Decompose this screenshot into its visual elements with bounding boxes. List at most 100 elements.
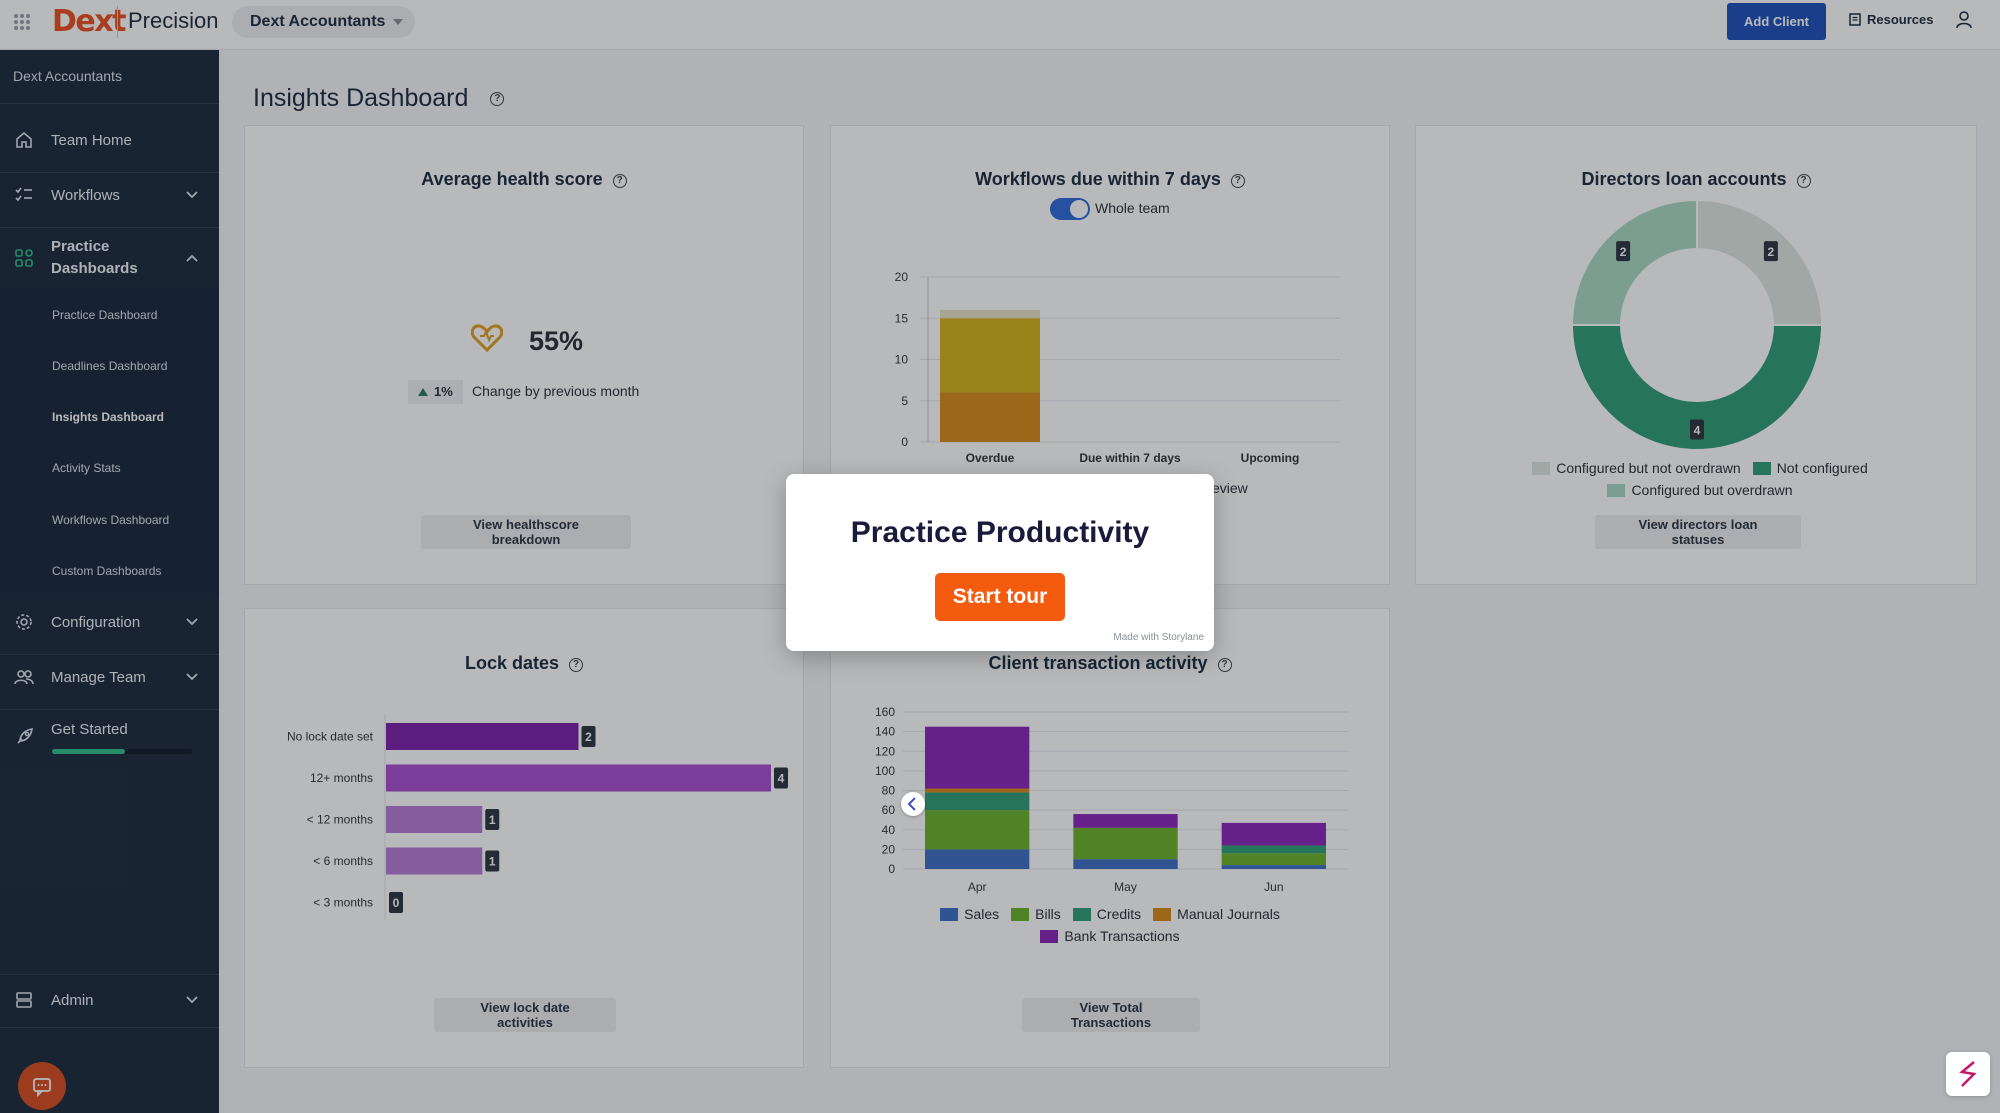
legend-swatch — [1072, 907, 1091, 921]
slice-label-bg — [1690, 419, 1704, 440]
sidebar-item-get-started[interactable]: Get Started — [0, 715, 219, 755]
sidebar-item-practice-dashboards[interactable]: Practice Dashboards — [0, 228, 219, 288]
bar-segment — [925, 849, 1030, 869]
legend-swatch — [1752, 461, 1771, 475]
bar-segment — [940, 392, 1040, 442]
sidebar-divider — [0, 103, 219, 104]
help-icon[interactable]: ? — [1230, 174, 1245, 188]
bar-segment — [925, 810, 1030, 850]
storylane-badge[interactable] — [1946, 1052, 1990, 1096]
whole-team-toggle-label: Whole team — [1095, 200, 1170, 216]
sidebar-subitem-workflows-dashboard[interactable]: Workflows Dashboard — [52, 513, 170, 527]
bar-segment — [940, 318, 1040, 393]
chat-icon — [33, 1078, 51, 1098]
partial-button-text: eview — [1212, 480, 1248, 496]
help-icon[interactable]: ? — [1796, 174, 1811, 188]
client-selector[interactable]: Dext Accountants — [232, 6, 416, 38]
slice-label-bg — [1616, 241, 1631, 262]
health-change-value: 1% — [434, 384, 453, 399]
sidebar-item-label: Configuration — [51, 613, 141, 631]
whole-team-toggle[interactable] — [1050, 198, 1090, 220]
view-lock-date-activities-button[interactable]: View lock date activities — [434, 998, 616, 1032]
slice-value-label: 2 — [1620, 245, 1627, 259]
bar-segment — [925, 788, 1030, 793]
y-tick-label: 20 — [895, 270, 909, 284]
legend-item: Credits — [1072, 906, 1141, 922]
bar-segment — [1221, 865, 1326, 869]
sidebar: Dext Accountants Team Home Workflows Pra… — [0, 50, 219, 1113]
legend-item: Manual Journals — [1153, 906, 1280, 922]
sidebar-item-label: Admin — [51, 991, 94, 1009]
legend-label: Bills — [1035, 906, 1061, 922]
sidebar-divider — [0, 654, 219, 655]
sidebar-divider — [0, 172, 219, 173]
legend-label: Configured but overdrawn — [1631, 482, 1793, 498]
bar — [386, 723, 579, 750]
y-tick-label: 0 — [888, 862, 895, 876]
sidebar-item-configuration[interactable]: Configuration — [0, 602, 219, 642]
sidebar-subitem-deadlines-dashboard[interactable]: Deadlines Dashboard — [52, 359, 168, 373]
legend-item: Not configured — [1752, 460, 1868, 476]
x-tick-label: Jun — [1264, 880, 1283, 894]
y-tick-label: 12+ months — [310, 771, 373, 785]
chevron-left-icon — [907, 797, 916, 811]
bar-segment — [925, 792, 1030, 811]
resources-link[interactable]: Resources — [1849, 12, 1933, 27]
data-label-bg — [581, 726, 596, 747]
sidebar-subitem-insights-dashboard[interactable]: Insights Dashboard — [52, 410, 165, 424]
card-title-text: Lock dates — [464, 653, 560, 673]
app-grid-icon[interactable] — [14, 14, 30, 30]
add-client-button[interactable]: Add Client — [1727, 3, 1826, 40]
sidebar-subitem-custom-dashboards[interactable]: Custom Dashboards — [52, 564, 162, 578]
help-icon[interactable]: ? — [1217, 658, 1232, 672]
y-tick-label: 10 — [895, 353, 909, 367]
sidebar-item-workflows[interactable]: Workflows — [0, 175, 219, 215]
donut-slice — [1696, 198, 1824, 326]
view-directors-loan-statuses-button[interactable]: View directors loan statuses — [1595, 515, 1801, 549]
sidebar-item-label: Team Home — [51, 131, 132, 149]
chevron-down-icon — [186, 996, 198, 1004]
chat-button[interactable] — [18, 1062, 66, 1110]
y-tick-label: 80 — [882, 784, 896, 798]
start-tour-button[interactable]: Start tour — [935, 573, 1065, 621]
help-icon[interactable]: ? — [569, 658, 584, 672]
y-tick-label: 5 — [901, 394, 908, 408]
x-tick-label: Overdue — [966, 451, 1015, 465]
page-title-text: Insights Dashboard — [253, 84, 469, 112]
sidebar-item-manage-team[interactable]: Manage Team — [0, 657, 219, 697]
legend-swatch — [1153, 907, 1172, 921]
heart-icon — [471, 324, 503, 352]
user-icon[interactable] — [1955, 10, 1973, 30]
sidebar-subitem-activity-stats[interactable]: Activity Stats — [52, 461, 121, 475]
card-title-text: Average health score — [421, 169, 603, 189]
help-icon[interactable]: ? — [490, 91, 505, 106]
view-total-transactions-button[interactable]: View Total Transactions — [1022, 998, 1200, 1032]
y-tick-label: 60 — [882, 803, 896, 817]
storylane-logo-icon — [1959, 1061, 1977, 1087]
client-selector-label: Dext Accountants — [250, 13, 386, 30]
donut-slice — [1570, 198, 1698, 326]
slice-label-bg — [1763, 241, 1778, 262]
help-icon[interactable]: ? — [612, 174, 627, 188]
gear-icon — [16, 614, 32, 630]
legend-swatch — [1532, 461, 1551, 475]
bar-segment — [1221, 822, 1326, 846]
resources-label: Resources — [1867, 12, 1934, 27]
legend-swatch — [1011, 907, 1030, 921]
legend-swatch — [1607, 483, 1626, 497]
bar — [386, 806, 483, 833]
dext-logo[interactable]: Dext — [52, 4, 126, 39]
data-label: 0 — [393, 896, 400, 910]
view-healthscore-breakdown-button[interactable]: View healthscore breakdown — [421, 515, 631, 549]
sidebar-item-admin[interactable]: Admin — [0, 980, 219, 1020]
bar-segment — [1073, 814, 1178, 828]
y-tick-label: 0 — [901, 435, 908, 449]
data-label-bg — [485, 850, 500, 872]
sidebar-item-team-home[interactable]: Team Home — [0, 120, 219, 160]
sidebar-subitem-practice-dashboard[interactable]: Practice Dashboard — [52, 308, 158, 322]
sidebar-submenu — [0, 288, 219, 595]
carousel-prev-button[interactable] — [901, 792, 925, 816]
slice-value-label: 4 — [1694, 424, 1701, 438]
bar-segment — [925, 726, 1030, 789]
card-title: Directors loan accounts? — [1416, 169, 1976, 190]
